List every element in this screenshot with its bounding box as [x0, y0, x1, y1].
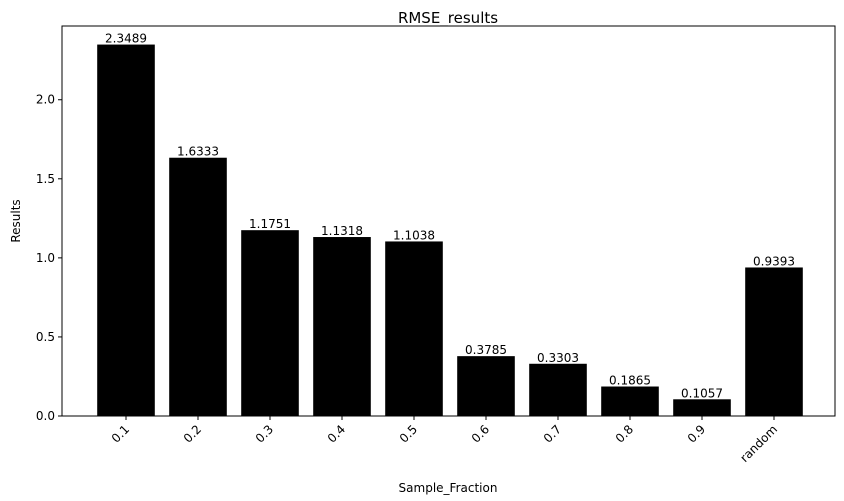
- bar-random: [745, 267, 803, 416]
- y-tick-label-2.0: 2.0: [36, 93, 55, 107]
- data-label-0.1: 2.3489: [105, 32, 147, 46]
- y-tick-label-0.0: 0.0: [36, 409, 55, 423]
- bar-0.1: [97, 44, 155, 417]
- bar-0.8: [601, 386, 659, 416]
- y-tick-label-1.0: 1.0: [36, 251, 55, 265]
- bar-0.7: [529, 363, 587, 416]
- bar-0.3: [241, 230, 299, 416]
- data-label-0.8: 0.1865: [609, 374, 651, 388]
- x-axis-label: Sample_Fraction: [399, 481, 498, 495]
- y-axis: 0.0 0.5 1.0 1.5 2.0: [36, 93, 62, 423]
- bars-group: [97, 44, 803, 417]
- y-tick-label-0.5: 0.5: [36, 330, 55, 344]
- y-axis-label: Results: [9, 199, 23, 242]
- chart-title: RMSE_results: [398, 9, 498, 28]
- data-label-0.7: 0.3303: [537, 351, 579, 365]
- bar-0.5: [385, 241, 443, 416]
- data-label-0.9: 0.1057: [681, 386, 723, 400]
- data-label-0.4: 1.1318: [321, 224, 363, 238]
- data-label-0.5: 1.1038: [393, 228, 435, 242]
- bar-0.9: [673, 399, 731, 416]
- data-label-0.2: 1.6333: [177, 145, 219, 159]
- data-label-0.3: 1.1751: [249, 217, 291, 231]
- y-tick-label-1.5: 1.5: [36, 172, 55, 186]
- data-label-0.6: 0.3785: [465, 343, 507, 357]
- bar-0.2: [169, 157, 227, 416]
- data-labels-group: 2.3489 1.6333 1.1751 1.1318 1.1038 0.3785 0.33…: [105, 32, 795, 401]
- data-label-random: 0.9393: [753, 254, 795, 268]
- bar-0.6: [457, 356, 515, 416]
- plot-frame: [61, 25, 836, 417]
- bar-0.4: [313, 237, 371, 416]
